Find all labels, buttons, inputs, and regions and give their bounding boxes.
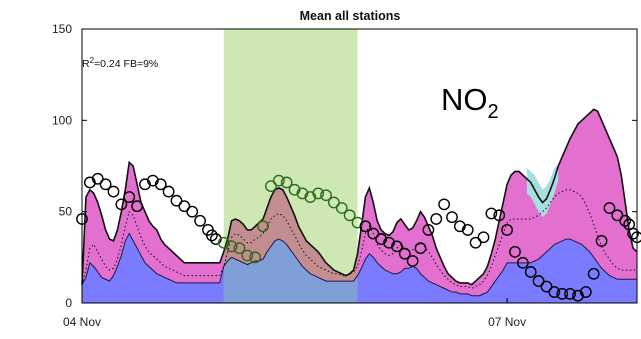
observation-marker: [477, 231, 490, 244]
y-tick-label: 50: [59, 205, 73, 219]
observation-marker: [579, 286, 592, 298]
observation-marker: [446, 211, 458, 224]
observation-marker: [548, 286, 561, 298]
total-line: [81, 108, 638, 286]
observation-marker: [178, 200, 191, 213]
species-subscript: 2: [488, 101, 499, 123]
observation-marker: [359, 220, 372, 233]
observation-marker: [320, 189, 332, 202]
observation-marker: [367, 227, 380, 240]
observation-marker: [241, 249, 254, 262]
observation-marker: [422, 224, 435, 236]
band-base-area: [223, 239, 358, 303]
stats-label: R2=0.24 FB=9%: [82, 56, 158, 70]
observation-marker: [335, 202, 348, 214]
observation-marker: [225, 240, 238, 253]
observation-marker: [107, 185, 120, 198]
observation-marker: [131, 200, 144, 213]
observation-marker: [540, 280, 553, 293]
x-tick-label: 04 Nov: [63, 315, 101, 329]
observation-marker: [398, 247, 411, 260]
observation-marker: [438, 198, 451, 211]
stats-r-letter: R: [82, 58, 90, 70]
y-tick-label: 0: [65, 296, 72, 310]
observation-marker: [461, 224, 474, 236]
observation-marker: [627, 227, 639, 240]
observation-marker: [430, 213, 443, 225]
observation-marker: [564, 287, 576, 300]
observation-marker: [390, 240, 403, 253]
observation-marker: [170, 194, 183, 207]
observation-marker: [249, 251, 262, 264]
observation-marker: [194, 214, 206, 227]
y-tick-label: 100: [52, 113, 72, 127]
observation-marker: [99, 178, 112, 191]
species-main: NO: [441, 82, 488, 117]
base-line: [81, 232, 637, 297]
observation-marker: [312, 187, 325, 200]
top-area: [526, 164, 559, 218]
observation-marker: [556, 287, 569, 300]
y-tick-label: 150: [52, 22, 72, 36]
observation-marker: [265, 180, 277, 192]
observation-marker: [91, 172, 104, 185]
observation-marker: [343, 209, 356, 222]
observation-marker: [611, 209, 624, 222]
x-tick-label: 07 Nov: [488, 315, 526, 329]
observation-marker: [162, 185, 175, 198]
observation-marker: [154, 178, 167, 191]
observation-marker: [603, 202, 616, 214]
observation-marker: [328, 196, 340, 209]
plot-area: 0 50 100 150 04 Nov 07 Nov: [52, 22, 641, 329]
observation-marker: [595, 234, 608, 247]
observation-marker: [414, 242, 427, 255]
stats-values: =0.24 FB=9%: [94, 58, 158, 70]
observation-marker: [280, 176, 293, 189]
observation-marker: [186, 205, 199, 218]
observation-marker: [619, 214, 632, 227]
observation-marker: [509, 245, 521, 258]
observation-marker: [493, 209, 506, 222]
observation-marker: [469, 236, 482, 249]
observation-marker: [516, 256, 529, 269]
observation-marker: [524, 266, 537, 278]
observation-marker: [272, 174, 285, 187]
base-area: [82, 233, 637, 303]
observation-marker: [257, 220, 269, 233]
observation-marker: [205, 229, 218, 242]
stats-r-squared-superscript: 2: [90, 56, 95, 65]
observation-marker: [532, 275, 545, 287]
observation-marker: [115, 198, 128, 211]
species-label: NO2: [441, 82, 499, 123]
observation-marker: [233, 242, 246, 255]
observation-marker: [406, 255, 419, 267]
observation-marker: [123, 191, 136, 203]
observation-marker: [587, 267, 600, 280]
observation-marker: [485, 207, 498, 220]
middle-area: [82, 109, 637, 303]
chart-title: Mean all stations: [300, 9, 401, 23]
plot-frame: [81, 28, 638, 304]
observation-marker: [501, 224, 514, 236]
